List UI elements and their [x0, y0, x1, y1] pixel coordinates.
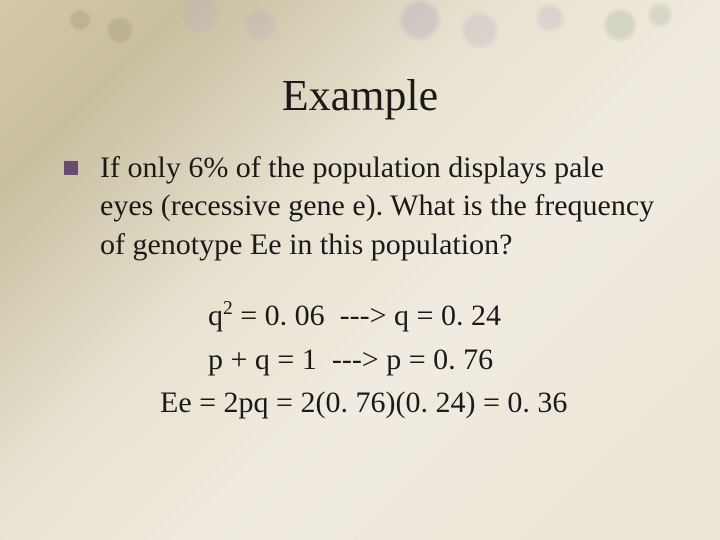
question-text: If only 6% of the population displays pa…: [100, 149, 660, 264]
question-row: If only 6% of the population displays pa…: [60, 149, 660, 264]
slide-content: Example If only 6% of the population dis…: [0, 0, 720, 465]
slide-title: Example: [60, 70, 660, 121]
math-q: q: [208, 299, 223, 332]
math-line-3: Ee = 2pq = 2(0. 76)(0. 24) = 0. 36: [160, 381, 660, 425]
bullet-icon: [64, 161, 78, 175]
math-line-2: p + q = 1 ---> p = 0. 76: [160, 338, 660, 382]
math-exponent: 2: [223, 298, 233, 319]
math-line-1-rest: = 0. 06 ---> q = 0. 24: [233, 299, 501, 332]
math-block: q2 = 0. 06 ---> q = 0. 24 p + q = 1 --->…: [160, 294, 660, 425]
math-line-1: q2 = 0. 06 ---> q = 0. 24: [160, 294, 660, 338]
